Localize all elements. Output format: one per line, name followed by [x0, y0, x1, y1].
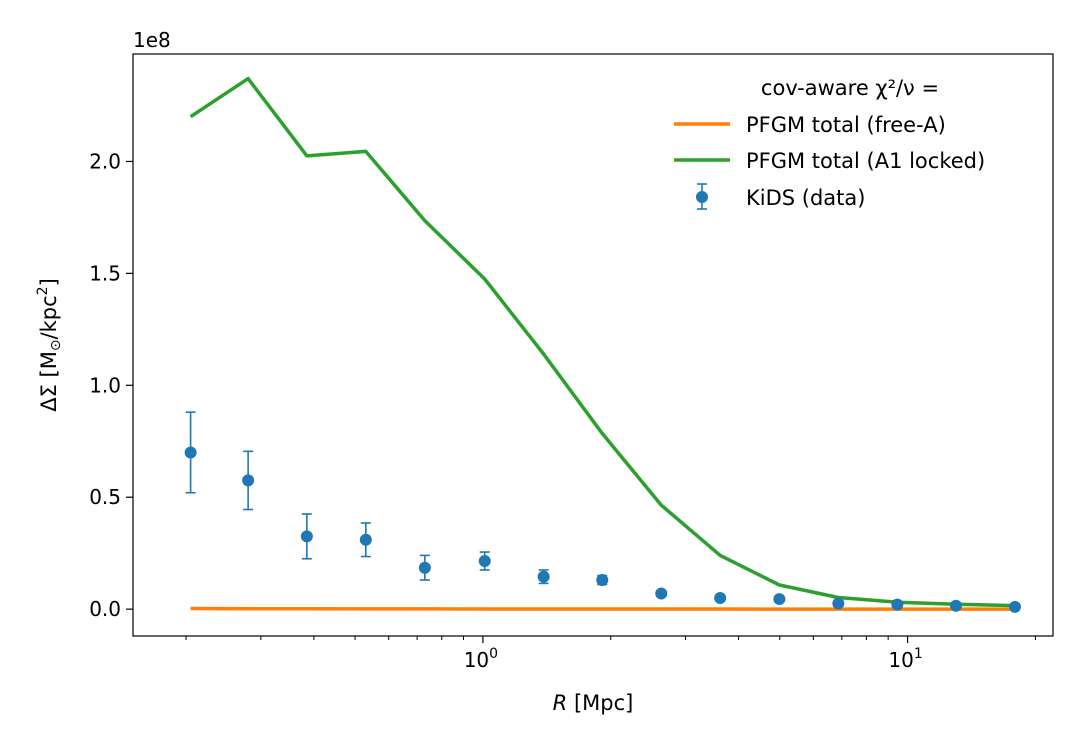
y-tick-label-0: 0.0 [89, 597, 121, 621]
legend-entry-free-a: PFGM total (free-A) [674, 113, 946, 137]
data-point-0 [184, 446, 197, 459]
legend-swatch-kids-marker [696, 191, 708, 203]
legend-entry-kids: KiDS (data) [696, 183, 865, 210]
x-tick-label-0: 100 [464, 646, 498, 672]
legend-title: cov-aware χ²/ν = [761, 76, 939, 100]
y-tick-label-2: 1.0 [89, 373, 121, 397]
series-layer [184, 76, 1021, 613]
data-point-2 [300, 530, 313, 543]
legend-label-a1-locked: PFGM total (A1 locked) [746, 149, 985, 173]
y-tick-label-4: 2.0 [89, 149, 121, 173]
data-point-11 [832, 597, 845, 610]
y-offset-text: 1e8 [133, 28, 171, 52]
plot-area [133, 54, 1053, 636]
x-axis-label: R [Mpc] [553, 691, 634, 715]
data-point-4 [418, 561, 431, 574]
series-line-1 [189, 76, 1016, 608]
data-point-10 [773, 593, 786, 606]
data-point-1 [242, 474, 255, 487]
series-line-0 [190, 606, 1015, 611]
data-point-5 [478, 555, 491, 568]
legend: cov-aware χ²/ν = PFGM total (free-A) PFG… [674, 76, 985, 210]
legend-label-free-a: PFGM total (free-A) [746, 113, 946, 137]
data-point-14 [1008, 600, 1021, 613]
data-point-7 [596, 574, 609, 587]
plot-frame [132, 53, 1054, 637]
data-point-13 [949, 599, 962, 612]
y-tick-label-3: 1.5 [89, 261, 121, 285]
data-point-3 [359, 533, 372, 546]
y-axis-label: ΔΣ [M⊙/kpc2] [35, 278, 64, 412]
data-point-9 [714, 591, 727, 604]
y-tick-label-1: 0.5 [89, 485, 121, 509]
data-point-6 [537, 570, 550, 583]
x-tick-label-1: 101 [888, 646, 922, 672]
data-point-12 [891, 598, 904, 611]
legend-label-kids: KiDS (data) [746, 186, 865, 210]
ticks-layer: 0.0 0.5 1.0 1.5 2.0 100 101 [89, 149, 1036, 672]
legend-entry-a1-locked: PFGM total (A1 locked) [674, 149, 985, 173]
data-point-8 [655, 587, 668, 600]
